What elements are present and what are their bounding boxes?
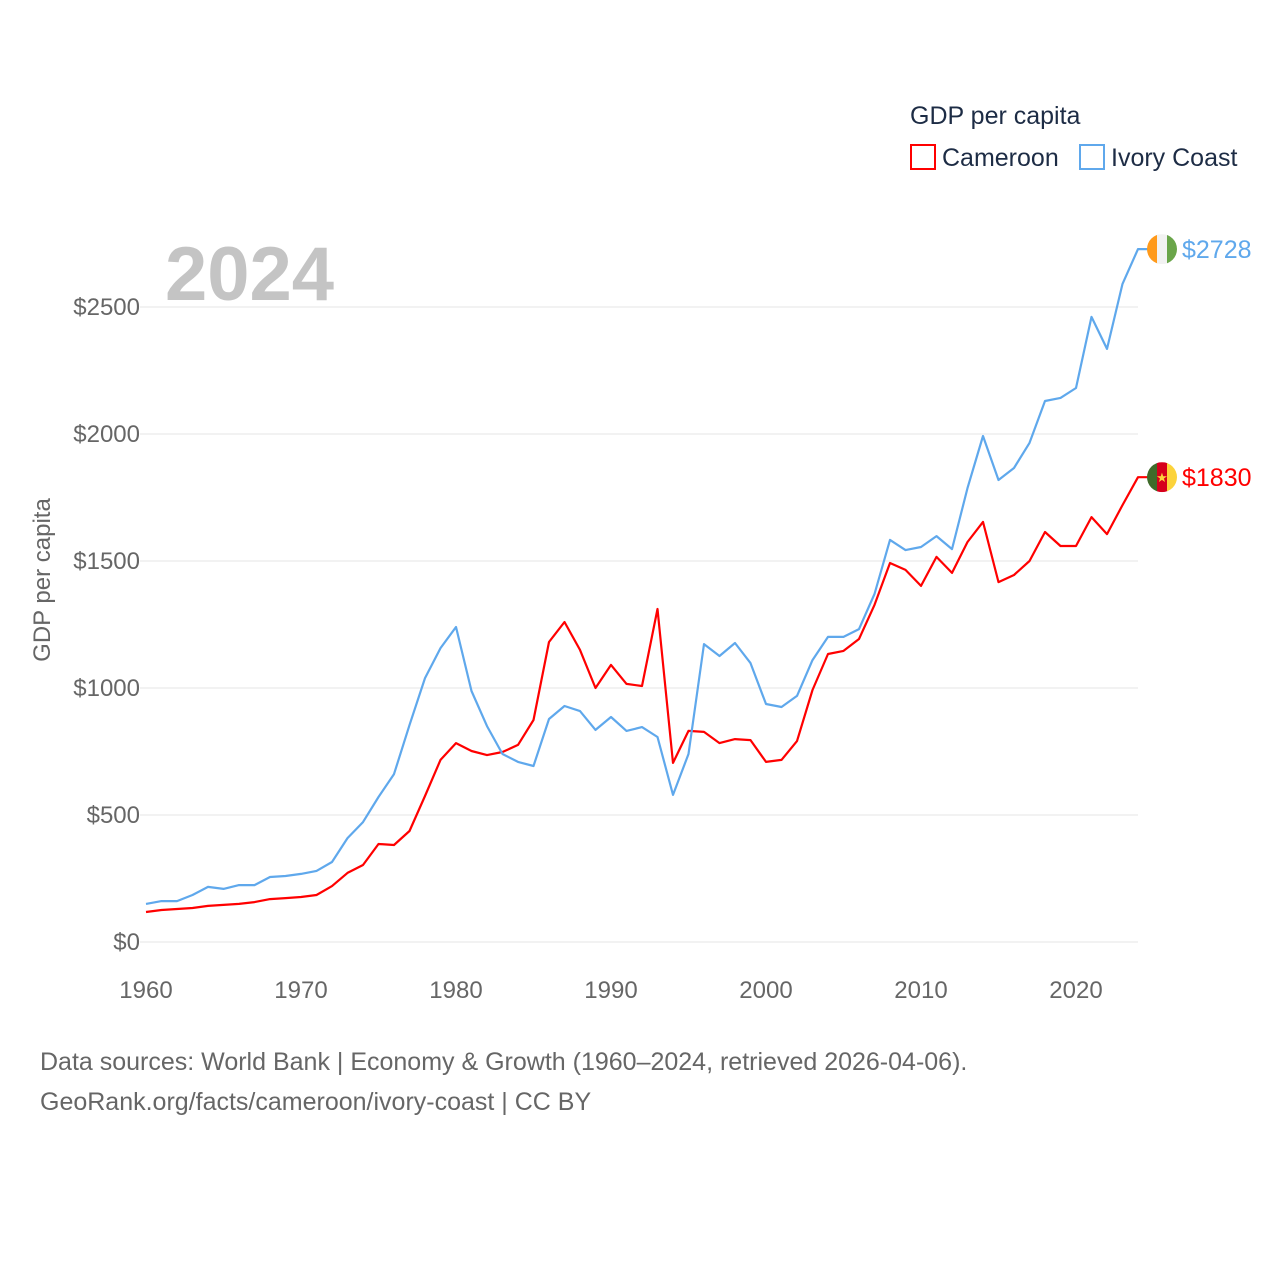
y-tick-label: $1500 <box>73 548 140 575</box>
end-value-label: $1830 <box>1182 464 1252 492</box>
x-tick-label: 2000 <box>739 977 792 1004</box>
legend: GDP per capita Cameroon Ivory Coast <box>910 102 1237 172</box>
flag-stripe <box>1147 462 1158 493</box>
y-tick-label: $2000 <box>73 421 140 448</box>
x-axis: 1960 1970 1980 1990 2000 2010 2020 <box>119 977 1102 1004</box>
x-tick-label: 2020 <box>1049 977 1102 1004</box>
x-tick-label: 1980 <box>429 977 482 1004</box>
legend-swatch-cameroon <box>910 144 936 170</box>
flag-stripe <box>1157 234 1168 265</box>
series-line-cameroon <box>145 476 1148 914</box>
y-tick-label: $1000 <box>73 675 140 702</box>
series-end-labels: ★ $1830 $2728 <box>1147 234 1252 493</box>
legend-label-cameroon: Cameroon <box>942 144 1059 172</box>
legend-title: GDP per capita <box>910 102 1081 130</box>
x-tick-label: 1990 <box>584 977 637 1004</box>
ivory-coast-flag-icon <box>1147 234 1177 265</box>
x-tick-label: 1970 <box>274 977 327 1004</box>
y-tick-label: $500 <box>87 802 140 829</box>
flag-stripe <box>1167 234 1177 265</box>
y-tick-label: $2500 <box>73 294 140 321</box>
flag-stripe <box>1157 462 1168 493</box>
y-axis-label: GDP per capita <box>29 498 56 662</box>
source-text: Data sources: World Bank | Economy & Gro… <box>40 1048 968 1076</box>
series-line-ivory-coast <box>145 248 1148 905</box>
y-axis: $0 $500 $1000 $1500 $2000 $2500 <box>73 294 140 956</box>
footer: Data sources: World Bank | Economy & Gro… <box>40 1042 967 1122</box>
year-label: 2024 <box>165 232 334 317</box>
y-tick-label: $0 <box>113 929 140 956</box>
legend-swatch-ivory-coast <box>1079 144 1105 170</box>
x-tick-label: 2010 <box>894 977 947 1004</box>
legend-label-ivory-coast: Ivory Coast <box>1111 144 1237 172</box>
cameroon-flag-icon: ★ <box>1147 462 1177 493</box>
gridlines <box>140 306 1138 943</box>
attribution-text: GeoRank.org/facts/cameroon/ivory-coast |… <box>40 1088 592 1116</box>
flag-stripe <box>1167 462 1177 493</box>
end-value-label: $2728 <box>1182 236 1252 264</box>
flag-stripe <box>1147 234 1158 265</box>
star-icon: ★ <box>1156 470 1168 485</box>
x-tick-label: 1960 <box>119 977 172 1004</box>
series-lines <box>145 248 1148 914</box>
